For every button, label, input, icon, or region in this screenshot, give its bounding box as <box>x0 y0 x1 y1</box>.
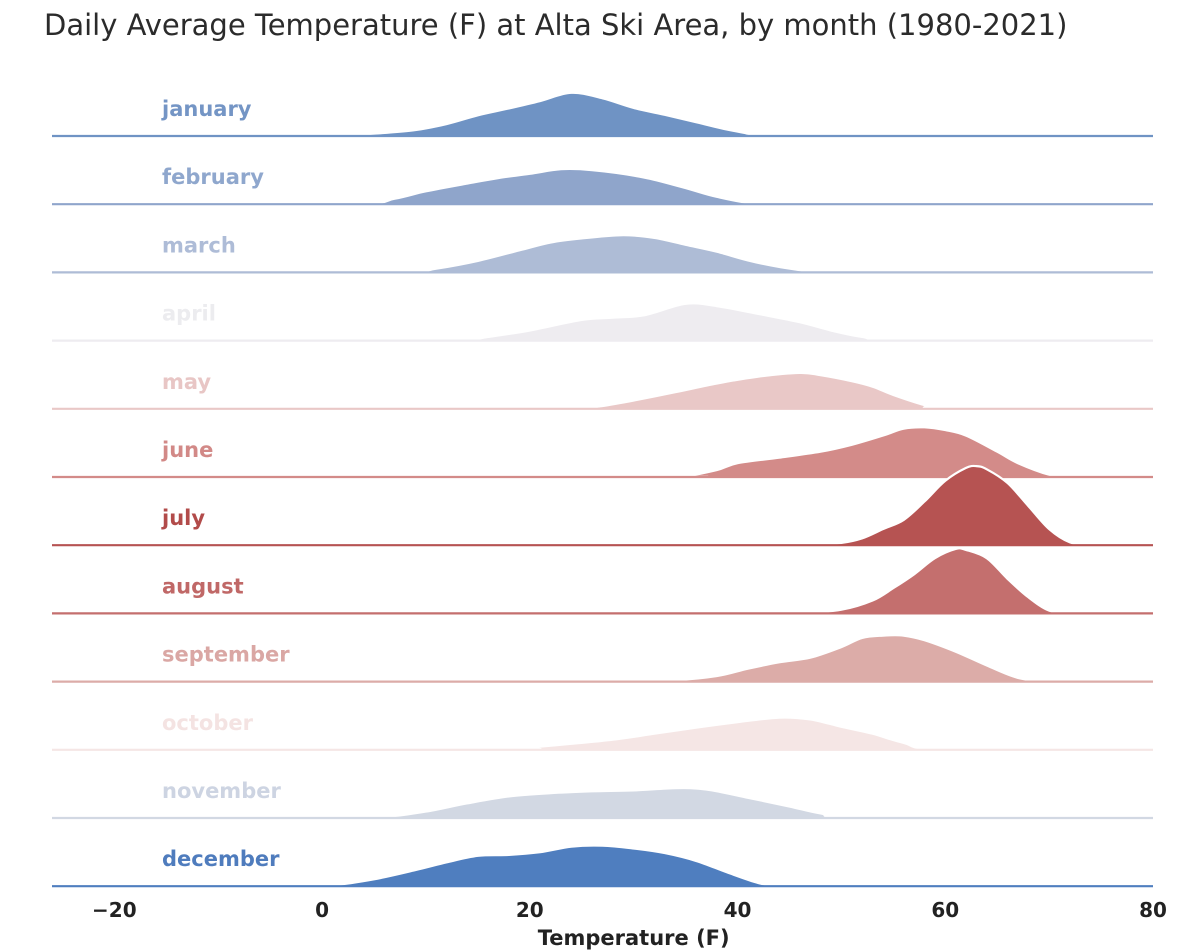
density-area-july <box>52 465 1153 547</box>
density-area-november <box>52 788 1153 819</box>
x-tick-label: 80 <box>1139 898 1167 922</box>
series-label-april: april <box>162 302 216 326</box>
ridge-november: november <box>51 779 1154 820</box>
ridge-april: april <box>52 302 1154 342</box>
series-label-june: june <box>161 438 213 462</box>
ridge-may: may <box>51 370 1154 411</box>
series-label-december: december <box>162 847 280 871</box>
series-label-october: october <box>162 711 254 735</box>
density-area-may <box>52 372 1153 410</box>
ridges-group: january february march april may june july augu… <box>51 91 1154 889</box>
density-area-january <box>52 92 1153 137</box>
series-label-january: january <box>161 97 252 121</box>
x-tick-label: 20 <box>516 898 544 922</box>
density-area-march <box>52 235 1153 274</box>
series-label-july: july <box>161 506 205 530</box>
density-area-february <box>52 168 1153 206</box>
density-area-september <box>52 635 1153 683</box>
x-tick-label: 0 <box>315 898 329 922</box>
ridge-february: february <box>51 165 1154 207</box>
ridge-september: september <box>51 634 1154 684</box>
series-label-february: february <box>162 165 264 189</box>
series-label-september: september <box>162 643 290 667</box>
x-axis-label: Temperature (F) <box>538 926 730 950</box>
ridge-august: august <box>51 547 1154 616</box>
series-label-november: november <box>162 779 281 803</box>
x-axis: −20 0 20 40 60 80 Temperature (F) <box>92 898 1167 950</box>
series-label-august: august <box>162 574 244 598</box>
density-outline-may <box>51 371 1154 411</box>
ridge-march: march <box>51 233 1154 275</box>
ridge-december: december <box>51 844 1154 889</box>
ridge-october: october <box>51 711 1154 752</box>
density-area-june <box>52 427 1153 478</box>
x-tick-label: 40 <box>724 898 752 922</box>
chart-title: Daily Average Temperature (F) at Alta Sk… <box>44 8 1068 42</box>
series-label-march: march <box>162 233 236 257</box>
x-tick-label: 60 <box>931 898 959 922</box>
ridge-july: july <box>51 464 1154 548</box>
ridge-january: january <box>51 91 1154 138</box>
density-area-october <box>52 717 1153 751</box>
density-area-april <box>52 303 1153 341</box>
series-label-may: may <box>162 370 211 394</box>
density-area-december <box>52 845 1153 888</box>
x-tick-label: −20 <box>92 898 137 922</box>
